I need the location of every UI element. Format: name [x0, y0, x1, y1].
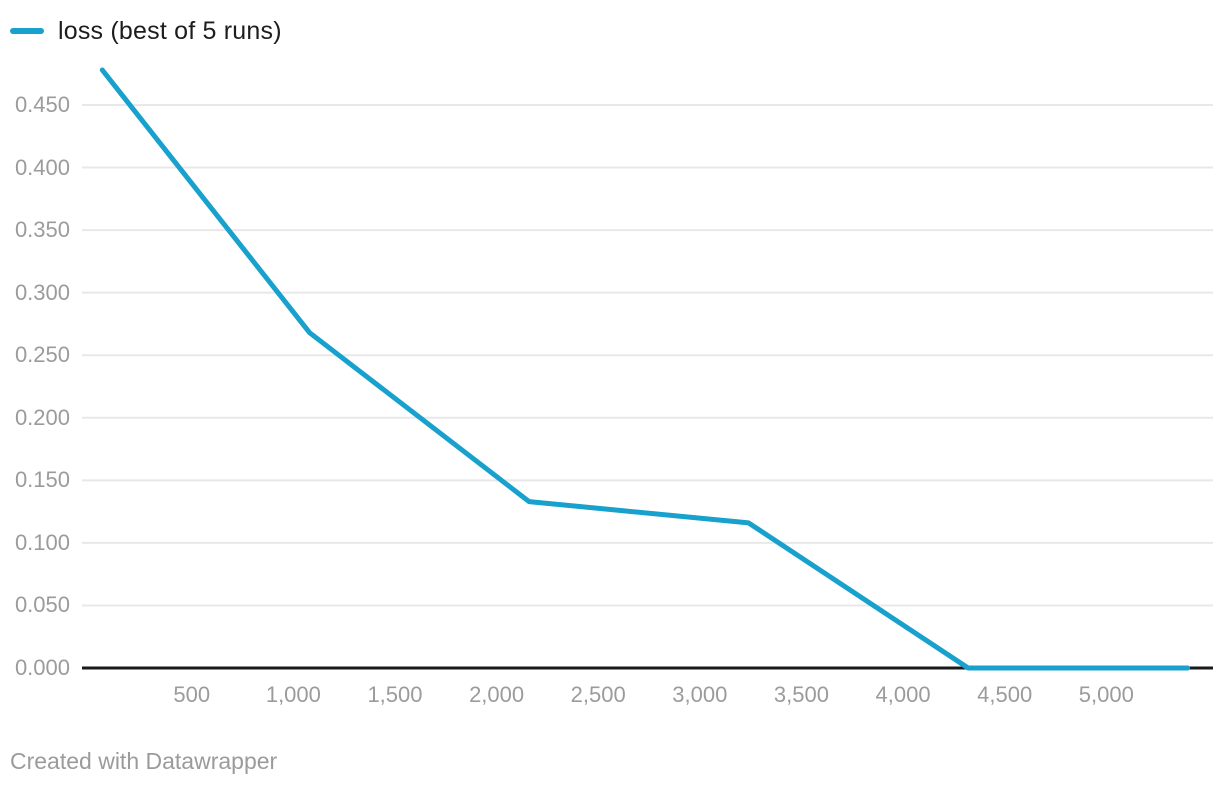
x-tick-label: 4,000 — [875, 682, 931, 707]
x-tick-label: 3,000 — [672, 682, 728, 707]
y-tick-label: 0.200 — [14, 404, 70, 430]
legend-label: loss (best of 5 runs) — [58, 16, 282, 45]
y-tick-label: 0.250 — [14, 342, 70, 368]
legend-line-swatch — [10, 28, 44, 34]
x-tick-label: 500 — [173, 682, 211, 707]
line-chart-plot — [82, 67, 1213, 671]
y-tick-label: 0.100 — [14, 529, 70, 555]
x-tick-label: 1,000 — [265, 682, 321, 707]
x-tick-label: 3,500 — [773, 682, 829, 707]
legend: loss (best of 5 runs) — [10, 16, 282, 46]
x-tick-label: 5,000 — [1078, 682, 1134, 707]
x-tick-label: 2,000 — [469, 682, 525, 707]
loss-line — [99, 67, 1191, 671]
x-tick-label: 4,500 — [977, 682, 1033, 707]
y-tick-label: 0.300 — [14, 279, 70, 305]
y-tick-label: 0.350 — [14, 217, 70, 243]
y-tick-label: 0.050 — [14, 592, 70, 618]
y-tick-label: 0.450 — [14, 92, 70, 117]
attribution: Created with Datawrapper — [10, 748, 278, 774]
y-tick-label: 0.150 — [14, 467, 70, 493]
x-tick-label: 1,500 — [367, 682, 423, 707]
y-tick-label: 0.000 — [14, 655, 70, 680]
y-tick-label: 0.400 — [14, 154, 70, 180]
x-tick-label: 2,500 — [570, 682, 626, 707]
